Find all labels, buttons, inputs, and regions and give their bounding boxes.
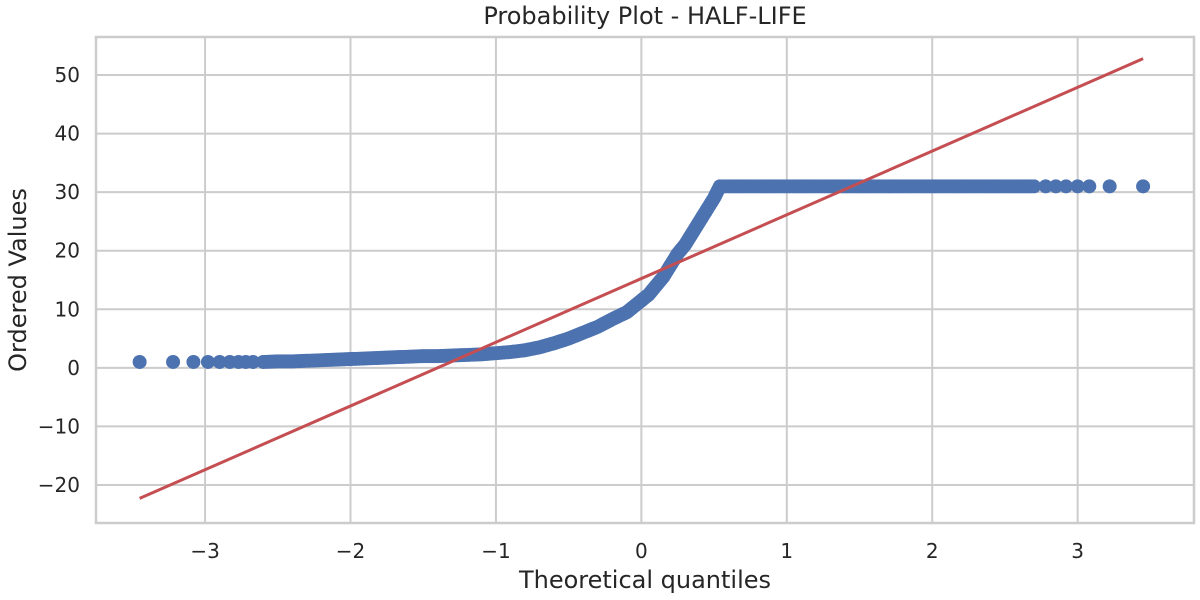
chart-title: Probability Plot - HALF-LIFE [483, 2, 806, 30]
y-tick-label: −20 [38, 473, 80, 497]
x-tick-label: −2 [336, 539, 365, 563]
x-tick-label: −3 [190, 539, 219, 563]
plot-frame [94, 35, 1196, 525]
y-tick-label: 20 [55, 239, 80, 263]
x-tick-label: 1 [780, 539, 793, 563]
data-point [166, 354, 181, 369]
data-point [1136, 179, 1151, 194]
data-point [1070, 179, 1085, 194]
x-tick-label: 0 [635, 539, 648, 563]
y-tick-label: 40 [55, 122, 80, 146]
y-tick-label: 30 [55, 180, 80, 204]
data-point [1038, 179, 1053, 194]
data-point [1027, 179, 1042, 194]
x-tick-label: 2 [926, 539, 939, 563]
data-point [1082, 179, 1097, 194]
y-tick-label: −10 [38, 414, 80, 438]
data-point [1048, 179, 1063, 194]
data-point [186, 354, 201, 369]
data-point [212, 354, 227, 369]
data-point [132, 354, 147, 369]
x-tick-label: −1 [481, 539, 510, 563]
y-tick-label: 50 [55, 63, 80, 87]
y-tick-label: 0 [67, 356, 80, 380]
y-tick-label: 10 [55, 297, 80, 321]
data-point [1102, 179, 1117, 194]
fit-line-layer [139, 57, 1144, 500]
x-tick-labels: −3 −2 −1 0 1 2 3 [190, 539, 1084, 563]
data-point [200, 354, 215, 369]
data-point [1059, 179, 1074, 194]
x-tick-label: 3 [1071, 539, 1084, 563]
data-point [246, 354, 261, 369]
y-axis-label: Ordered Values [4, 188, 32, 372]
x-axis-label: Theoretical quantiles [518, 566, 771, 594]
fit-line [139, 57, 1144, 500]
y-tick-labels: −20 −10 0 10 20 30 40 50 [38, 63, 80, 497]
